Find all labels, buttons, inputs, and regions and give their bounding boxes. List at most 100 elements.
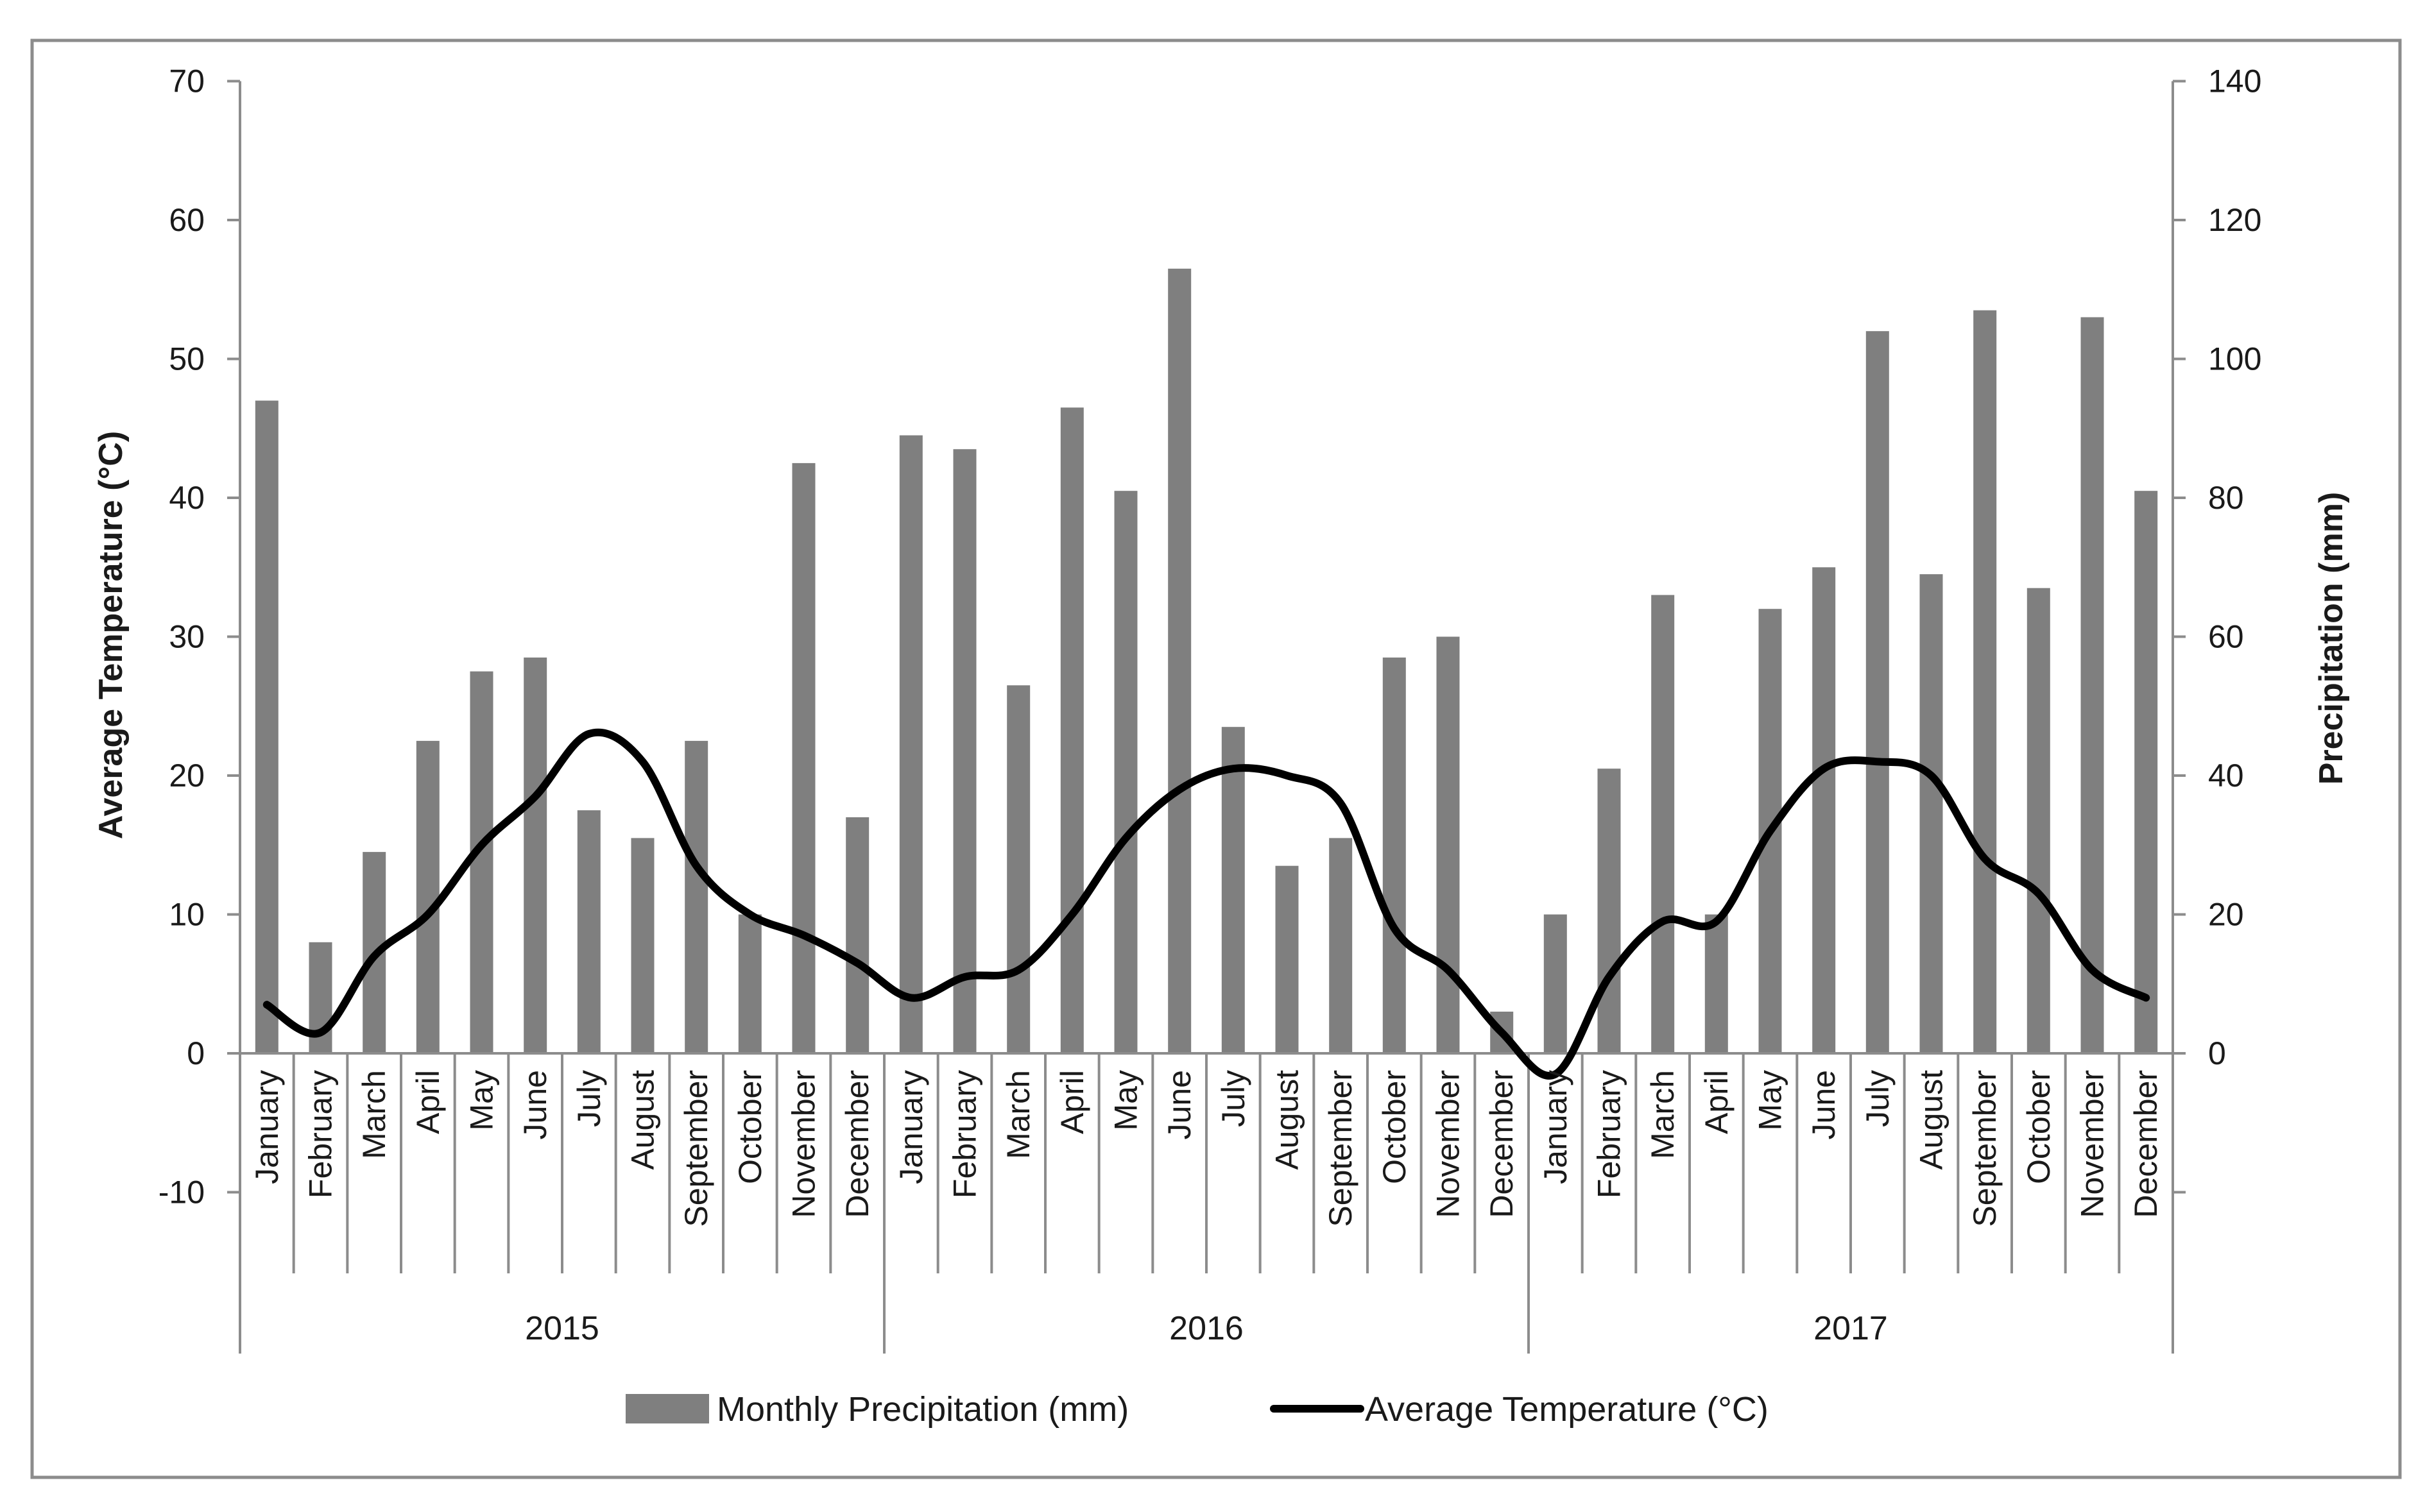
left-axis-tick-label: 0 (187, 1035, 205, 1071)
precipitation-bar (1865, 331, 1889, 1054)
left-axis-tick-label: -10 (159, 1175, 205, 1210)
precipitation-bar (631, 838, 655, 1053)
precipitation-bar (1007, 685, 1031, 1053)
precipitation-bar (738, 914, 762, 1053)
precipitation-bar (470, 671, 493, 1053)
precipitation-bar (1436, 636, 1460, 1053)
month-label: May (1108, 1070, 1144, 1130)
precipitation-bar (577, 810, 601, 1053)
precipitation-bar (792, 463, 816, 1053)
legend-temperature-label: Average Temperature (°C) (1365, 1390, 1769, 1429)
left-axis-tick-label: 30 (169, 619, 205, 655)
month-label: February (303, 1070, 339, 1198)
precipitation-bar (1060, 407, 1084, 1053)
right-axis-tick-label: 100 (2208, 341, 2261, 377)
left-axis-title: Average Temperature (°C) (92, 431, 130, 839)
month-label: April (1054, 1070, 1090, 1134)
right-axis-tick-label: 60 (2208, 619, 2244, 655)
precipitation-bar (1651, 595, 1675, 1053)
month-label: August (1269, 1070, 1305, 1170)
line-layer (262, 728, 2150, 1080)
month-label: March (1645, 1070, 1681, 1159)
right-axis-tick-label: 0 (2208, 1035, 2226, 1071)
month-label: September (1967, 1070, 2003, 1227)
precipitation-bar (1973, 310, 1997, 1054)
precipitation-bar (1919, 574, 1943, 1053)
month-label: February (1591, 1070, 1627, 1198)
right-axis-tick-label: 80 (2208, 480, 2244, 516)
year-label: 2016 (1169, 1310, 1244, 1347)
month-label: February (947, 1070, 983, 1198)
month-label: March (1000, 1070, 1036, 1159)
right-axis-tick-label: 140 (2208, 64, 2261, 99)
month-label: November (786, 1070, 822, 1218)
month-label: June (1161, 1070, 1197, 1139)
precipitation-bar (2134, 491, 2158, 1053)
left-axis-tick-label: 50 (169, 341, 205, 377)
precipitation-bar (846, 817, 870, 1053)
precipitation-bar (1275, 865, 1299, 1053)
month-label: September (1323, 1070, 1358, 1227)
month-label: June (517, 1070, 553, 1139)
precipitation-bar (524, 658, 547, 1053)
month-label: January (893, 1070, 929, 1184)
legend-precipitation-label: Monthly Precipitation (mm) (717, 1390, 1129, 1429)
month-label: March (356, 1070, 392, 1159)
precipitation-bar (2027, 588, 2050, 1053)
month-label: January (249, 1070, 285, 1184)
temperature-line (262, 728, 2150, 1080)
month-label: December (2128, 1070, 2164, 1218)
month-label: October (732, 1070, 768, 1184)
precipitation-bar (255, 400, 278, 1053)
month-label: April (410, 1070, 446, 1134)
month-label: December (839, 1070, 875, 1218)
month-label: July (1215, 1070, 1251, 1127)
month-label: June (1806, 1070, 1842, 1139)
right-axis-title: Precipitation (mm) (2313, 492, 2350, 785)
precipitation-bar (1597, 769, 1621, 1053)
precipitation-bar (1168, 268, 1192, 1053)
left-axis-tick-label: 40 (169, 480, 205, 516)
left-axis-tick-label: 60 (169, 202, 205, 238)
precipitation-bar (685, 740, 708, 1053)
precipitation-bar (1329, 838, 1353, 1053)
month-label: July (1860, 1070, 1896, 1127)
month-label: April (1699, 1070, 1735, 1134)
year-label: 2017 (1813, 1310, 1888, 1347)
precipitation-bar (1114, 491, 1138, 1053)
precipitation-bar (1812, 567, 1836, 1054)
month-label: September (678, 1070, 714, 1227)
month-label: November (1430, 1070, 1466, 1218)
month-label: August (625, 1070, 661, 1170)
right-axis-tick-label: 120 (2208, 202, 2261, 238)
left-axis-tick-label: 70 (169, 64, 205, 99)
left-axis-tick-label: 10 (169, 897, 205, 933)
precipitation-bar (1221, 727, 1245, 1053)
month-label: May (1752, 1070, 1788, 1130)
precipitation-bar (1382, 658, 1406, 1053)
month-label: May (464, 1070, 500, 1130)
precipitation-bar (953, 449, 977, 1053)
precipitation-bar (1704, 914, 1728, 1053)
month-label: October (2021, 1070, 2057, 1184)
left-axis-tick-label: 20 (169, 758, 205, 794)
month-label: July (571, 1070, 607, 1127)
month-label: November (2075, 1070, 2111, 1218)
precipitation-bar (416, 740, 440, 1053)
year-label: 2015 (525, 1310, 599, 1347)
month-label: August (1914, 1070, 1949, 1170)
axes-layer: -10 0 10 20 30 40 50 60 70 0 20 40 60 80 100 120 140 (159, 64, 2261, 1354)
labels-layer: January February March April May June July Augu… (249, 1070, 2164, 1347)
month-label: January (1538, 1070, 1573, 1184)
precipitation-bar (2080, 317, 2104, 1053)
precipitation-bar (899, 435, 923, 1053)
precipitation-bar (1543, 914, 1567, 1053)
bars-layer (255, 268, 2158, 1054)
month-label: October (1376, 1070, 1412, 1184)
right-axis-tick-label: 20 (2208, 897, 2244, 933)
month-label: December (1484, 1070, 1520, 1218)
right-axis-tick-label: 40 (2208, 758, 2244, 794)
legend: Monthly Precipitation (mm) Average Tempe… (626, 1390, 1769, 1429)
